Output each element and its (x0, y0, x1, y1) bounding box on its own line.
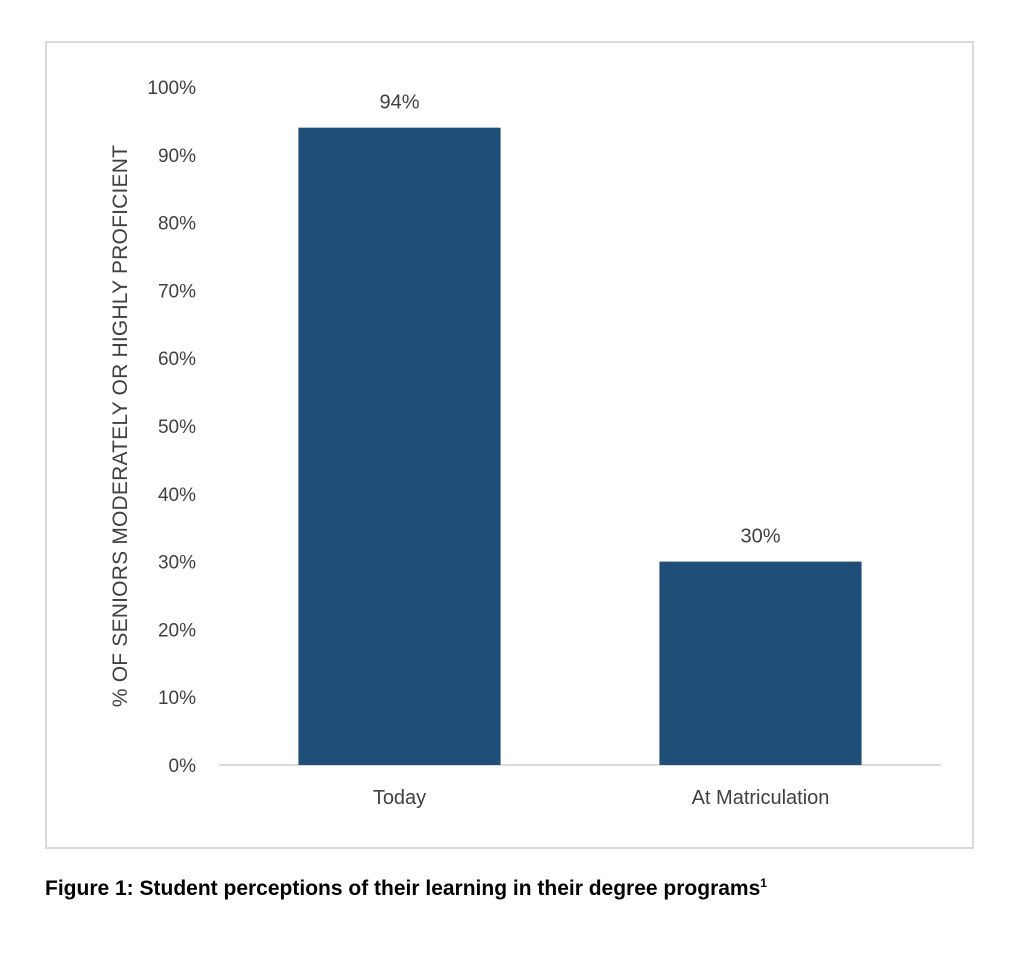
bar (659, 561, 862, 765)
y-tick-label: 60% (158, 349, 196, 370)
y-tick-label: 80% (158, 214, 196, 235)
y-tick-label: 10% (158, 688, 196, 709)
y-tick-label: 90% (158, 146, 196, 167)
y-tick-label: 0% (169, 756, 197, 777)
data-label: 94% (379, 92, 419, 114)
y-tick-label: 70% (158, 281, 196, 302)
y-tick-label: 50% (158, 417, 196, 438)
figure-caption: Figure 1: Student perceptions of their l… (45, 876, 767, 901)
y-tick-label: 100% (147, 78, 196, 99)
y-tick-label: 20% (158, 620, 196, 641)
x-tick-label: At Matriculation (692, 787, 830, 809)
y-tick-label: 30% (158, 553, 196, 574)
bar (298, 127, 501, 766)
caption-text: Figure 1: Student perceptions of their l… (45, 877, 761, 900)
caption-footnote-mark: 1 (760, 876, 767, 890)
data-label: 30% (740, 526, 780, 548)
y-axis-label: % OF SENIORS MODERATELY OR HIGHLY PROFIC… (109, 145, 132, 707)
y-tick-label: 40% (158, 485, 196, 506)
x-tick-label: Today (373, 787, 426, 809)
